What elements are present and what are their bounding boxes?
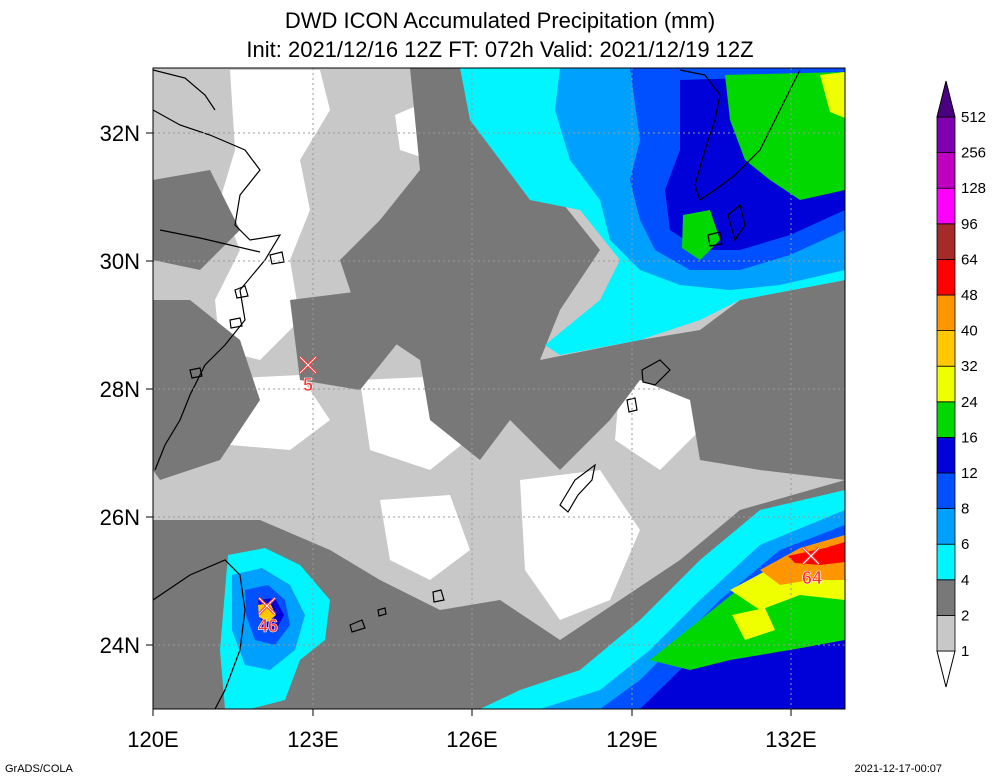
ishigaki-island — [349, 619, 366, 633]
colorbar-label: 48 — [961, 287, 978, 304]
colorbar-label: 2 — [961, 607, 969, 624]
marker-max-1: 5 — [298, 355, 318, 395]
colorbar-swatch — [936, 543, 956, 581]
colorbar-label: 4 — [961, 572, 969, 589]
colorbar-swatch — [936, 258, 956, 296]
precip-2-4mm — [340, 68, 845, 480]
marker-label: 64 — [802, 568, 822, 588]
miyako-island — [432, 589, 445, 603]
y-tick-label: 26N — [100, 505, 140, 530]
colorbar-label: 96 — [961, 216, 978, 233]
map-subtitle: Init: 2021/12/16 12Z FT: 072h Valid: 202… — [246, 37, 754, 62]
yangtze-estuary — [159, 229, 261, 253]
precip-2-4mm — [153, 300, 260, 480]
china-coast-north — [153, 69, 216, 111]
colorbar-swatch — [936, 152, 956, 189]
colorbar-swatch — [936, 116, 956, 153]
colorbar-swatch — [936, 294, 956, 331]
x-tick-label: 132E — [765, 727, 816, 752]
zhoushan-islands — [234, 251, 285, 299]
colorbar-label: 6 — [961, 536, 969, 553]
yakushima — [707, 231, 723, 247]
marker-label: 5 — [303, 375, 313, 395]
marker-max-2: 46 — [258, 596, 278, 636]
colorbar-swatch — [936, 365, 956, 403]
colorbar-swatch — [936, 223, 956, 260]
precip-below-1mm — [215, 70, 330, 360]
colorbar-label: 1 — [961, 643, 969, 660]
colorbar-swatch — [936, 401, 956, 438]
y-tick-label: 30N — [100, 249, 140, 274]
colorbar-swatch — [936, 187, 956, 225]
precip-below-1mm — [520, 470, 640, 620]
colorbar-label: 16 — [961, 429, 978, 446]
kyushu-east — [699, 69, 801, 201]
colorbar-top-arrow — [936, 80, 956, 118]
amami-oshima — [641, 359, 671, 386]
precip-2-4mm — [470, 240, 560, 320]
footer-software: GrADS/COLA — [5, 763, 73, 775]
precip-24-32mm — [732, 608, 775, 640]
colorbar-label: 32 — [961, 358, 978, 375]
precip-2-4mm — [153, 170, 240, 270]
y-tick-label: 24N — [100, 633, 140, 658]
coastlines — [153, 69, 801, 709]
colorbar-swatch — [936, 472, 956, 509]
china-coastline — [153, 109, 282, 471]
colorbar-label: 8 — [961, 501, 969, 518]
grid — [153, 68, 845, 709]
x-tick-label: 123E — [287, 727, 338, 752]
colorbar-label: 12 — [961, 465, 978, 482]
kyushu-outline — [679, 69, 721, 201]
yonaguni-island — [377, 607, 387, 617]
colorbar-bottom-arrow — [936, 650, 956, 688]
precip-24-32mm — [820, 72, 845, 118]
colorbar-label: 256 — [961, 145, 986, 162]
y-tick-label: 28N — [100, 377, 140, 402]
china-islet — [189, 317, 243, 379]
precip-16-24mm — [682, 210, 720, 260]
colorbar-swatch — [936, 436, 956, 474]
colorbar-label: 64 — [961, 251, 978, 268]
x-tick-label: 129E — [606, 727, 657, 752]
precip-40-48mm — [258, 603, 276, 622]
marker-label: 46 — [258, 616, 278, 636]
x-tick-label: 120E — [127, 727, 178, 752]
x-tick-label: 126E — [446, 727, 497, 752]
precip-16-24mm — [725, 72, 845, 200]
precip-2-4mm — [290, 290, 400, 390]
precip-64-96mm — [788, 542, 845, 565]
colorbar-label: 512 — [961, 109, 986, 126]
precip-below-1mm — [380, 495, 470, 580]
colorbar-label: 40 — [961, 323, 978, 340]
colorbar-label: 128 — [961, 180, 986, 197]
colorbar-swatch — [936, 615, 956, 652]
colorbar-swatch — [936, 508, 956, 545]
colorbar-label: 24 — [961, 394, 978, 411]
y-tick-label: 32N — [100, 121, 140, 146]
marker-max-3: 64 — [802, 546, 822, 588]
colorbar-swatch — [936, 330, 956, 367]
taiwan-outline — [153, 559, 246, 709]
tanegashima — [727, 203, 746, 242]
colorbar-swatch — [936, 579, 956, 616]
okinawa — [559, 463, 596, 513]
footer-timestamp: 2021-12-17-00:07 — [854, 763, 942, 775]
map-title: DWD ICON Accumulated Precipitation (mm) — [284, 8, 716, 33]
axis-ticks — [146, 132, 792, 716]
